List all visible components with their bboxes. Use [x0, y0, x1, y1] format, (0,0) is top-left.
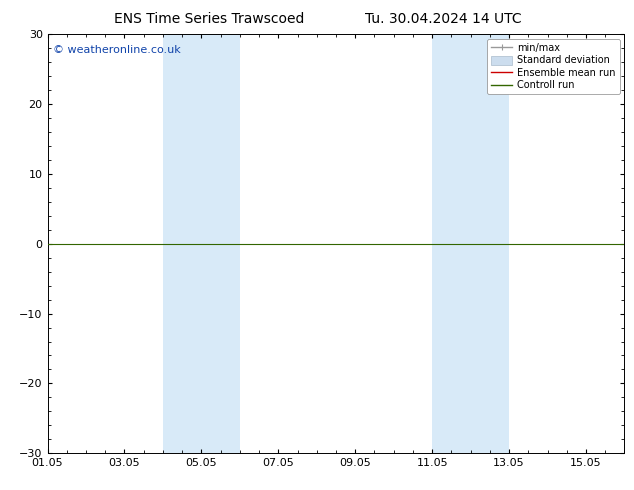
Bar — [202, 34, 240, 453]
Text: © weatheronline.co.uk: © weatheronline.co.uk — [53, 45, 181, 55]
Text: Tu. 30.04.2024 14 UTC: Tu. 30.04.2024 14 UTC — [365, 12, 522, 26]
Bar — [470, 34, 509, 453]
Bar — [432, 34, 470, 453]
Legend: min/max, Standard deviation, Ensemble mean run, Controll run: min/max, Standard deviation, Ensemble me… — [487, 39, 619, 94]
Bar — [163, 34, 202, 453]
Text: ENS Time Series Trawscoed: ENS Time Series Trawscoed — [114, 12, 304, 26]
